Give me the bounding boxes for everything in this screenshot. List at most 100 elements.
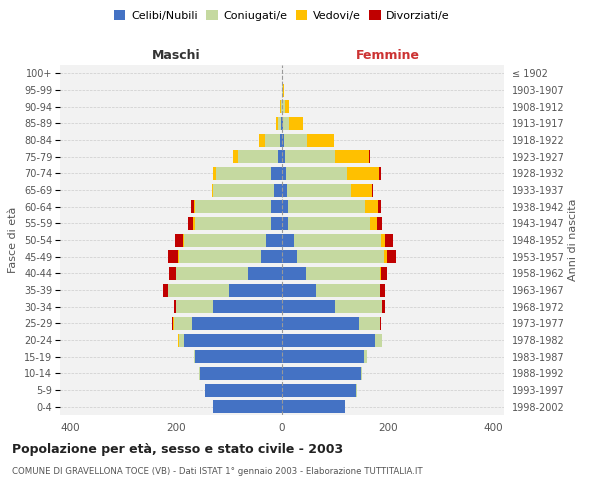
Bar xyxy=(266,234,282,246)
Bar xyxy=(282,167,286,180)
Bar xyxy=(282,300,335,313)
Bar xyxy=(271,200,282,213)
Bar xyxy=(229,284,282,296)
Bar xyxy=(284,100,289,113)
Bar xyxy=(289,117,302,130)
Bar xyxy=(284,134,307,146)
Bar xyxy=(370,217,377,230)
Bar xyxy=(306,267,380,280)
Bar xyxy=(173,317,192,330)
Bar xyxy=(172,317,173,330)
Bar xyxy=(192,317,282,330)
Bar xyxy=(282,150,284,163)
Bar xyxy=(195,217,271,230)
Bar xyxy=(381,234,385,246)
Bar xyxy=(282,84,283,96)
Legend: Celibi/Nubili, Coniugati/e, Vedovi/e, Divorziati/e: Celibi/Nubili, Coniugati/e, Vedovi/e, Di… xyxy=(112,8,452,24)
Bar xyxy=(176,267,248,280)
Bar xyxy=(282,100,284,113)
Bar xyxy=(382,300,385,313)
Text: COMUNE DI GRAVELLONA TOCE (VB) - Dati ISTAT 1° gennaio 2003 - Elaborazione TUTTI: COMUNE DI GRAVELLONA TOCE (VB) - Dati IS… xyxy=(12,468,422,476)
Bar xyxy=(194,350,195,363)
Bar xyxy=(275,117,278,130)
Bar xyxy=(351,184,372,196)
Bar xyxy=(163,284,169,296)
Bar xyxy=(233,150,238,163)
Bar xyxy=(307,134,334,146)
Bar xyxy=(261,250,282,263)
Bar xyxy=(238,150,278,163)
Bar xyxy=(293,234,381,246)
Bar xyxy=(386,250,396,263)
Bar xyxy=(191,200,194,213)
Bar xyxy=(377,217,382,230)
Bar xyxy=(184,234,266,246)
Bar xyxy=(278,150,282,163)
Bar xyxy=(282,234,293,246)
Y-axis label: Anni di nascita: Anni di nascita xyxy=(568,198,578,281)
Bar xyxy=(316,284,380,296)
Bar xyxy=(286,167,347,180)
Bar xyxy=(369,150,370,163)
Bar xyxy=(281,117,282,130)
Bar xyxy=(374,334,382,346)
Text: Femmine: Femmine xyxy=(356,48,420,62)
Bar xyxy=(283,84,284,96)
Bar xyxy=(282,134,284,146)
Bar xyxy=(213,184,274,196)
Bar xyxy=(378,200,381,213)
Bar xyxy=(213,400,282,413)
Bar xyxy=(173,300,176,313)
Bar xyxy=(199,367,200,380)
Bar xyxy=(289,217,370,230)
Bar xyxy=(289,200,365,213)
Bar xyxy=(283,117,289,130)
Bar xyxy=(347,167,379,180)
Bar xyxy=(265,134,280,146)
Bar xyxy=(169,250,178,263)
Bar xyxy=(271,167,282,180)
Bar xyxy=(175,234,183,246)
Bar xyxy=(178,250,179,263)
Bar xyxy=(278,117,281,130)
Bar xyxy=(274,184,282,196)
Bar xyxy=(280,134,282,146)
Bar xyxy=(205,384,282,396)
Bar xyxy=(195,350,282,363)
Bar xyxy=(216,167,271,180)
Bar xyxy=(193,217,195,230)
Bar xyxy=(282,200,289,213)
Bar xyxy=(282,217,289,230)
Bar xyxy=(179,250,261,263)
Bar xyxy=(188,217,193,230)
Bar xyxy=(282,184,287,196)
Bar xyxy=(176,300,213,313)
Bar xyxy=(195,200,271,213)
Bar xyxy=(361,367,362,380)
Bar xyxy=(282,384,356,396)
Bar xyxy=(194,200,195,213)
Bar xyxy=(385,234,393,246)
Text: Popolazione per età, sesso e stato civile - 2003: Popolazione per età, sesso e stato civil… xyxy=(12,442,343,456)
Bar xyxy=(280,100,281,113)
Bar xyxy=(282,250,297,263)
Bar xyxy=(282,367,361,380)
Bar xyxy=(287,184,351,196)
Bar xyxy=(271,217,282,230)
Bar xyxy=(335,300,382,313)
Bar xyxy=(169,267,176,280)
Text: Maschi: Maschi xyxy=(152,48,200,62)
Bar xyxy=(200,367,282,380)
Bar xyxy=(372,184,373,196)
Bar xyxy=(184,334,282,346)
Bar xyxy=(282,317,359,330)
Bar xyxy=(359,317,380,330)
Bar xyxy=(379,167,382,180)
Bar xyxy=(213,300,282,313)
Bar xyxy=(381,267,387,280)
Bar xyxy=(169,284,229,296)
Bar xyxy=(183,234,184,246)
Bar xyxy=(179,334,184,346)
Bar xyxy=(259,134,265,146)
Bar xyxy=(380,284,385,296)
